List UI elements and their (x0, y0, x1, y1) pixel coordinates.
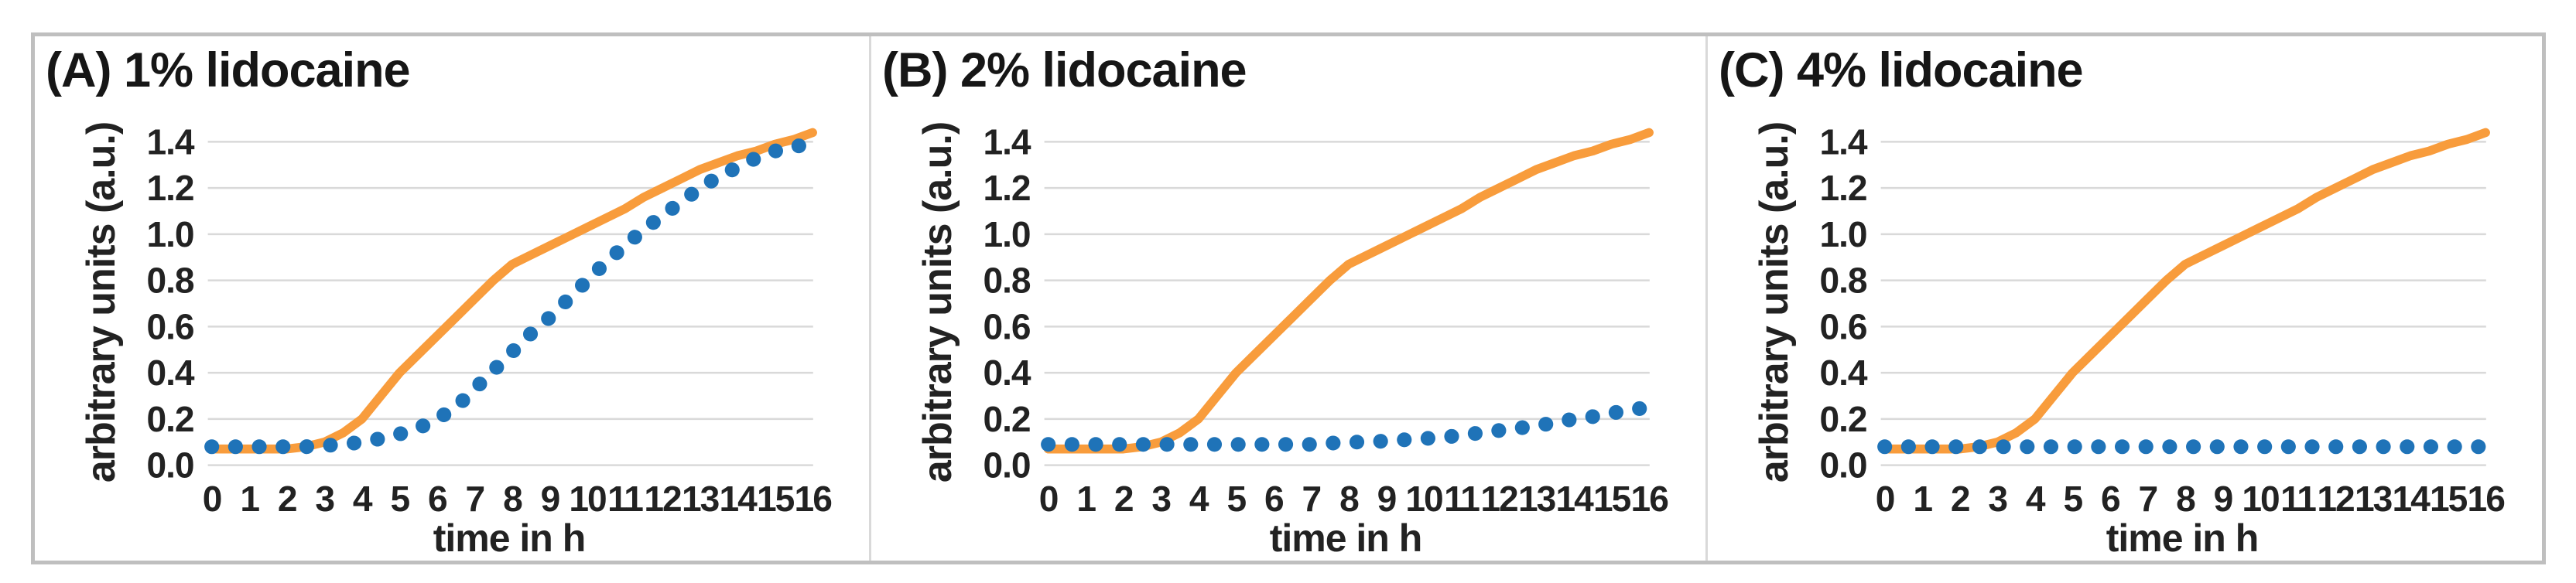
y-tick-label: 0.0 (146, 445, 193, 486)
x-axis-label: time in h (2106, 517, 2260, 560)
x-tick-label: 16 (795, 479, 832, 519)
panel-b-2-percent-lidocaine: 0.0 0.2 0.4 0.6 0.8 1.0 1.2 1.4 0 1 2 3 4 5 6 7 8 9 10 11 12… (869, 36, 1705, 561)
x-tick-label: 5 (2063, 479, 2082, 519)
y-axis-label: arbitrary units (a.u.) (79, 121, 124, 483)
x-tick-label: 15 (2430, 479, 2468, 519)
x-tick-label: 9 (1377, 479, 1396, 519)
x-tick-label: 2 (278, 479, 296, 519)
x-tick-label: 12 (1480, 479, 1517, 519)
x-tick-label: 0 (203, 479, 221, 519)
x-tick-label: 14 (1555, 479, 1594, 519)
x-tick-label: 11 (2280, 479, 2316, 519)
x-tick-label: 7 (2139, 479, 2157, 519)
y-tick-label: 1.0 (1819, 214, 1866, 254)
chart-canvas-a: 0.00.20.40.60.81.01.21.40 1 2 3 4 5 6 7 8 9 10 11 12… (146, 121, 833, 519)
x-tick-label: 4 (2026, 479, 2046, 519)
blue-dotted-line-path (1041, 400, 1657, 452)
y-axis-label: arbitrary units (a.u.) (1752, 121, 1797, 483)
y-tick-label: 0.6 (1819, 306, 1866, 346)
x-tick-label: 14 (2392, 479, 2431, 519)
y-tick-label: 1.4 (146, 121, 194, 162)
x-tick-label: 15 (757, 479, 795, 519)
x-tick-label: 14 (719, 479, 758, 519)
y-tick-label: 0.6 (983, 306, 1030, 346)
y-tick-label: 1.2 (146, 168, 193, 208)
x-tick-label: 6 (2101, 479, 2119, 519)
x-tick-label: 10 (1405, 479, 1442, 519)
x-tick-label: 8 (1339, 479, 1359, 519)
x-tick-label: 5 (1226, 479, 1246, 519)
y-tick-label: 0.2 (983, 399, 1030, 439)
x-tick-label: 3 (1988, 479, 2006, 519)
x-tick-label: 9 (2214, 479, 2232, 519)
x-axis-label: time in h (1269, 517, 1423, 560)
panel-a-title: (A) 1% lidocaine (46, 43, 411, 97)
panel-c-4-percent-lidocaine: 0.0 0.2 0.4 0.6 0.8 1.0 1.2 1.4 0 1 2 3 4 5 6 7 8 9 10 11 12… (1705, 36, 2542, 561)
y-tick-label: 0.0 (983, 445, 1030, 486)
chart-canvas-b: 0.00.20.40.60.81.01.21.40 1 2 3 4 5 6 7 8 9 10 11 12… (983, 121, 1669, 519)
x-tick-label: 12 (644, 479, 681, 519)
x-tick-label: 7 (1302, 479, 1321, 519)
orange-solid-line-path (207, 128, 817, 454)
y-tick-label: 1.0 (983, 214, 1030, 254)
x-tick-label: 10 (569, 479, 606, 519)
x-tick-label: 13 (1518, 479, 1555, 519)
panel-a-1-percent-lidocaine: 0.0 0.2 0.4 0.6 0.8 1.0 1.2 1.4 0 1 2 3 4 5 6 7 8 9 10 11 12… (35, 36, 869, 561)
x-tick-label: 1 (240, 479, 259, 519)
x-tick-label: 7 (466, 479, 484, 519)
y-tick-label: 0.2 (146, 399, 193, 439)
x-tick-label: 2 (1951, 479, 1969, 519)
x-tick-label: 6 (1264, 479, 1283, 519)
y-tick-label: 0.8 (146, 261, 193, 301)
x-tick-label: 16 (1631, 479, 1668, 519)
x-tick-label: 8 (2176, 479, 2195, 519)
y-axis-label: arbitrary units (a.u.) (915, 121, 960, 483)
x-tick-label: 12 (2317, 479, 2354, 519)
blue-dotted-line-path (204, 136, 820, 455)
y-tick-label: 1.2 (1819, 168, 1866, 208)
x-tick-label: 3 (1151, 479, 1170, 519)
x-tick-label: 4 (1189, 479, 1209, 519)
x-axis-label: time in h (433, 517, 587, 560)
y-tick-label: 1.4 (983, 121, 1031, 162)
orange-solid-line-path (1880, 128, 2490, 454)
x-tick-label: 1 (1076, 479, 1096, 519)
x-tick-label: 4 (353, 479, 373, 519)
x-tick-label: 15 (1593, 479, 1631, 519)
x-tick-label: 10 (2242, 479, 2279, 519)
y-tick-label: 1.2 (983, 168, 1030, 208)
y-tick-label: 0.0 (1819, 445, 1866, 486)
orange-solid-line-path (1043, 128, 1654, 454)
x-tick-label: 0 (1039, 479, 1058, 519)
x-tick-label: 1 (1913, 479, 1932, 519)
y-tick-label: 0.4 (983, 353, 1031, 393)
x-tick-label: 2 (1114, 479, 1133, 519)
x-tick-label: 0 (1876, 479, 1894, 519)
x-tick-label: 6 (428, 479, 446, 519)
y-tick-label: 1.4 (1819, 121, 1867, 162)
y-tick-label: 0.8 (983, 261, 1030, 301)
x-tick-label: 11 (607, 479, 643, 519)
y-tick-label: 0.2 (1819, 399, 1866, 439)
x-tick-label: 8 (503, 479, 522, 519)
y-tick-label: 0.8 (1819, 261, 1866, 301)
figure-frame: 0.0 0.2 0.4 0.6 0.8 1.0 1.2 1.4 0 1 2 3 4 5 6 7 8 9 10 11 12… (31, 32, 2546, 564)
x-tick-label: 16 (2468, 479, 2505, 519)
x-tick-label: 9 (541, 479, 559, 519)
panel-b-title: (B) 2% lidocaine (882, 43, 1247, 97)
x-tick-label: 3 (315, 479, 334, 519)
chart-canvas-c: 0.00.20.40.60.81.01.21.40 1 2 3 4 5 6 7 8 9 10 11 12… (1819, 121, 2506, 519)
x-tick-label: 5 (390, 479, 409, 519)
y-tick-label: 0.6 (146, 306, 193, 346)
y-tick-label: 1.0 (146, 214, 193, 254)
panel-c-title: (C) 4% lidocaine (1719, 43, 2084, 97)
x-tick-label: 13 (682, 479, 719, 519)
x-tick-label: 13 (2355, 479, 2392, 519)
y-tick-label: 0.4 (1819, 353, 1867, 393)
x-tick-label: 11 (1444, 479, 1480, 519)
y-tick-label: 0.4 (146, 353, 194, 393)
